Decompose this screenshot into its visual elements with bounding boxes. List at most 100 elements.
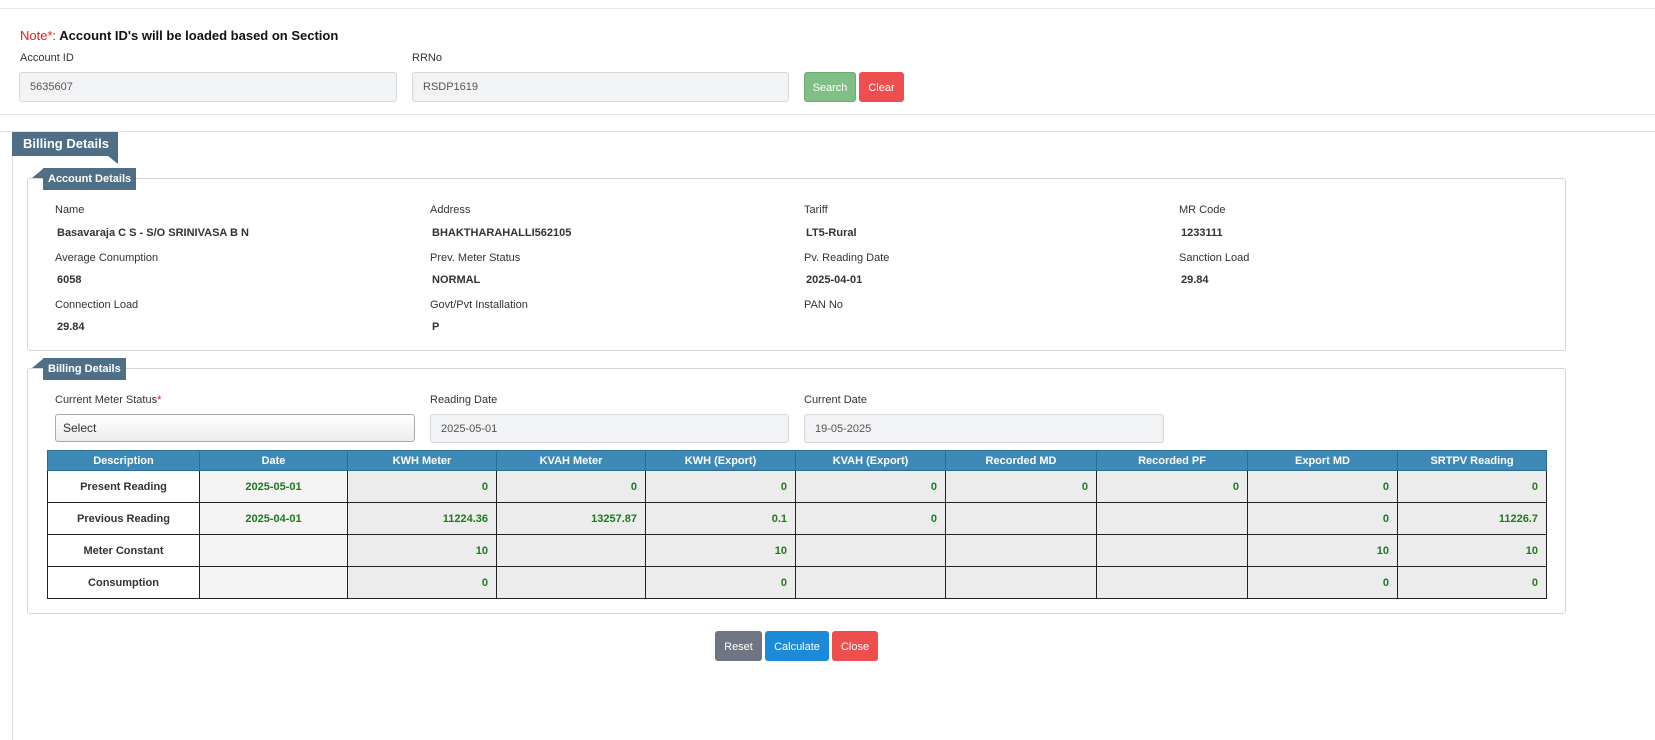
- cell-kwh-meter: 0: [347, 566, 497, 599]
- account-details-title: Account Details: [43, 168, 137, 190]
- field-label-tariff: Tariff: [804, 204, 828, 216]
- cell-kwh-export: 0.1: [645, 502, 796, 535]
- field-label-pv-reading-date: Pv. Reading Date: [804, 252, 890, 264]
- cell-kwh-meter[interactable]: 0: [347, 470, 497, 503]
- col-kvah-meter: KVAH Meter: [496, 450, 646, 471]
- col-kwh-meter: KWH Meter: [347, 450, 497, 471]
- note-prefix: Note*:: [20, 28, 57, 43]
- col-recorded-md: Recorded MD: [945, 450, 1097, 471]
- field-value-avg-consumption: 6058: [57, 274, 82, 286]
- cell-kvah-meter[interactable]: 0: [496, 470, 646, 503]
- cell-recorded-md[interactable]: 0: [945, 470, 1097, 503]
- reading-date-label: Reading Date: [430, 394, 498, 406]
- account-id-label: Account ID: [20, 52, 74, 64]
- field-value-prev-meter-status: NORMAL: [432, 274, 481, 286]
- cell-description: Meter Constant: [47, 534, 200, 567]
- cell-srtpv-reading: 0: [1397, 566, 1547, 599]
- cell-kvah-export[interactable]: 0: [795, 470, 946, 503]
- cell-kvah-meter: [496, 534, 646, 567]
- cell-description: Consumption: [47, 566, 200, 599]
- billing-details-tab: Billing Details: [12, 132, 118, 156]
- field-label-name: Name: [55, 204, 85, 216]
- field-value-installation: P: [432, 321, 440, 333]
- current-date-label: Current Date: [804, 394, 867, 406]
- account-id-input[interactable]: 5635607: [19, 72, 397, 102]
- search-button[interactable]: Search: [804, 72, 856, 102]
- cell-kwh-export: 10: [645, 534, 796, 567]
- account-tab-fold: [32, 168, 44, 178]
- reset-button[interactable]: Reset: [715, 631, 762, 661]
- cell-recorded-md: [945, 502, 1097, 535]
- field-value-name: Basavaraja C S - S/O SRINIVASA B N: [57, 227, 249, 239]
- cell-kvah-meter: 13257.87: [496, 502, 646, 535]
- cell-date: 2025-04-01: [199, 502, 348, 535]
- cell-kwh-export[interactable]: 0: [645, 470, 796, 503]
- cell-date: [199, 534, 348, 567]
- table-header-row: Description Date KWH Meter KVAH Meter KW…: [47, 450, 1547, 471]
- cell-recorded-md: [945, 566, 1097, 599]
- cell-export-md[interactable]: 0: [1247, 470, 1398, 503]
- col-kvah-export: KVAH (Export): [795, 450, 946, 471]
- billing-details-title: Billing Details: [43, 358, 126, 380]
- billing-tab-fold-small: [32, 358, 44, 368]
- meter-status-select[interactable]: Select: [55, 414, 415, 442]
- cell-recorded-pf: [1096, 534, 1248, 567]
- cell-date: [199, 566, 348, 599]
- calculate-button[interactable]: Calculate: [765, 631, 829, 661]
- cell-recorded-pf[interactable]: 0: [1096, 470, 1248, 503]
- field-label-prev-meter-status: Prev. Meter Status: [430, 252, 521, 264]
- col-kwh-export: KWH (Export): [645, 450, 796, 471]
- cell-recorded-pf: [1096, 566, 1248, 599]
- col-description: Description: [47, 450, 200, 471]
- required-marker: *: [157, 394, 162, 406]
- field-value-pv-reading-date: 2025-04-01: [806, 274, 863, 286]
- col-srtpv-reading: SRTPV Reading: [1397, 450, 1547, 471]
- cell-date[interactable]: 2025-05-01: [199, 470, 348, 503]
- field-value-address: BHAKTHARAHALLI562105: [432, 227, 572, 239]
- cell-recorded-md: [945, 534, 1097, 567]
- cell-kvah-meter: [496, 566, 646, 599]
- cell-srtpv-reading[interactable]: 0: [1397, 470, 1547, 503]
- note-text: Account ID's will be loaded based on Sec…: [59, 28, 339, 43]
- cell-description: Previous Reading: [47, 502, 200, 535]
- cell-srtpv-reading: 10: [1397, 534, 1547, 567]
- cell-srtpv-reading: 11226.7: [1397, 502, 1547, 535]
- cell-kwh-meter: 10: [347, 534, 497, 567]
- cell-recorded-pf: [1096, 502, 1248, 535]
- meter-status-label: Current Meter Status*: [55, 394, 161, 406]
- clear-button[interactable]: Clear: [859, 72, 904, 102]
- billing-frame-border: [12, 139, 13, 740]
- cell-kwh-export: 0: [645, 566, 796, 599]
- table-row-meter-constant: Meter Constant 10 10 10 10: [47, 534, 1547, 567]
- field-label-mr-code: MR Code: [1179, 204, 1226, 216]
- table-row-consumption: Consumption 0 0 0 0: [47, 566, 1547, 599]
- cell-export-md: 0: [1247, 502, 1398, 535]
- field-value-mr-code: 1233111: [1181, 227, 1223, 239]
- cell-description: Present Reading: [47, 470, 200, 503]
- reading-date-input[interactable]: 2025-05-01: [430, 414, 789, 443]
- search-divider: [0, 114, 1655, 115]
- cell-export-md: 0: [1247, 566, 1398, 599]
- readings-table: Description Date KWH Meter KVAH Meter KW…: [47, 450, 1547, 599]
- rrno-input[interactable]: RSDP1619: [412, 72, 789, 102]
- field-label-sanction-load: Sanction Load: [1179, 252, 1250, 264]
- cell-export-md: 10: [1247, 534, 1398, 567]
- billing-tab-fold: [108, 156, 118, 164]
- top-divider: [0, 8, 1655, 9]
- field-label-address: Address: [430, 204, 471, 216]
- meter-status-selected: Select: [63, 421, 97, 435]
- col-export-md: Export MD: [1247, 450, 1398, 471]
- close-button[interactable]: Close: [832, 631, 878, 661]
- rrno-label: RRNo: [412, 52, 442, 64]
- billing-divider: [0, 131, 1655, 132]
- field-label-avg-consumption: Average Conumption: [55, 252, 159, 264]
- cell-kvah-export: [795, 566, 946, 599]
- col-recorded-pf: Recorded PF: [1096, 450, 1248, 471]
- cell-kvah-export: 0: [795, 502, 946, 535]
- col-date: Date: [199, 450, 348, 471]
- table-row-present-reading: Present Reading 2025-05-01 0 0 0 0 0 0 0…: [47, 470, 1547, 503]
- table-row-previous-reading: Previous Reading 2025-04-01 11224.36 132…: [47, 502, 1547, 535]
- field-value-sanction-load: 29.84: [1181, 274, 1209, 286]
- meter-status-label-text: Current Meter Status: [55, 394, 158, 406]
- current-date-input[interactable]: 19-05-2025: [804, 414, 1164, 443]
